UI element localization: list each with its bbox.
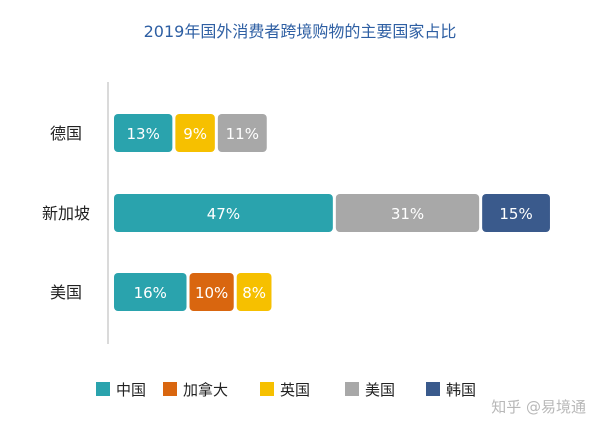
bar-segment — [114, 273, 187, 311]
bar-segment — [189, 273, 234, 311]
chart-title: 2019年国外消费者跨境购物的主要国家占比 — [144, 22, 457, 41]
legend-label: 美国 — [365, 381, 395, 399]
legend-label: 英国 — [280, 381, 310, 399]
category-label: 德国 — [50, 124, 82, 143]
bar-segment — [217, 114, 267, 152]
legend-label: 韩国 — [446, 381, 476, 399]
bar-segment — [482, 194, 550, 232]
bar-value-label: 10% — [195, 284, 228, 302]
category-label: 美国 — [50, 283, 82, 302]
bar-segment — [114, 114, 173, 152]
legend-label: 中国 — [116, 381, 146, 399]
bar-value-label: 8% — [242, 284, 266, 302]
category-label: 新加坡 — [42, 204, 90, 223]
legend-swatch — [163, 382, 177, 396]
watermark: 知乎 @易境通 — [491, 398, 586, 416]
bar-segment — [175, 114, 215, 152]
legend-label: 加拿大 — [183, 381, 228, 399]
bar-value-label: 47% — [207, 205, 240, 223]
bar-segment — [236, 273, 272, 311]
bar-value-label: 9% — [183, 125, 207, 143]
legend-swatch — [345, 382, 359, 396]
bar-value-label: 31% — [391, 205, 424, 223]
bar-value-label: 15% — [499, 205, 532, 223]
legend-swatch — [260, 382, 274, 396]
bar-value-label: 16% — [134, 284, 167, 302]
legend: 中国 加拿大 英国 美国 韩国 — [96, 381, 476, 399]
bar-group: 13% 9% 11% 47% 31% 15% 16% 10% 8% — [114, 114, 550, 311]
bar-segment — [114, 194, 333, 232]
legend-swatch — [426, 382, 440, 396]
legend-swatch — [96, 382, 110, 396]
bar-segment — [335, 194, 480, 232]
bar-value-label: 11% — [226, 125, 259, 143]
bar-value-label: 13% — [127, 125, 160, 143]
